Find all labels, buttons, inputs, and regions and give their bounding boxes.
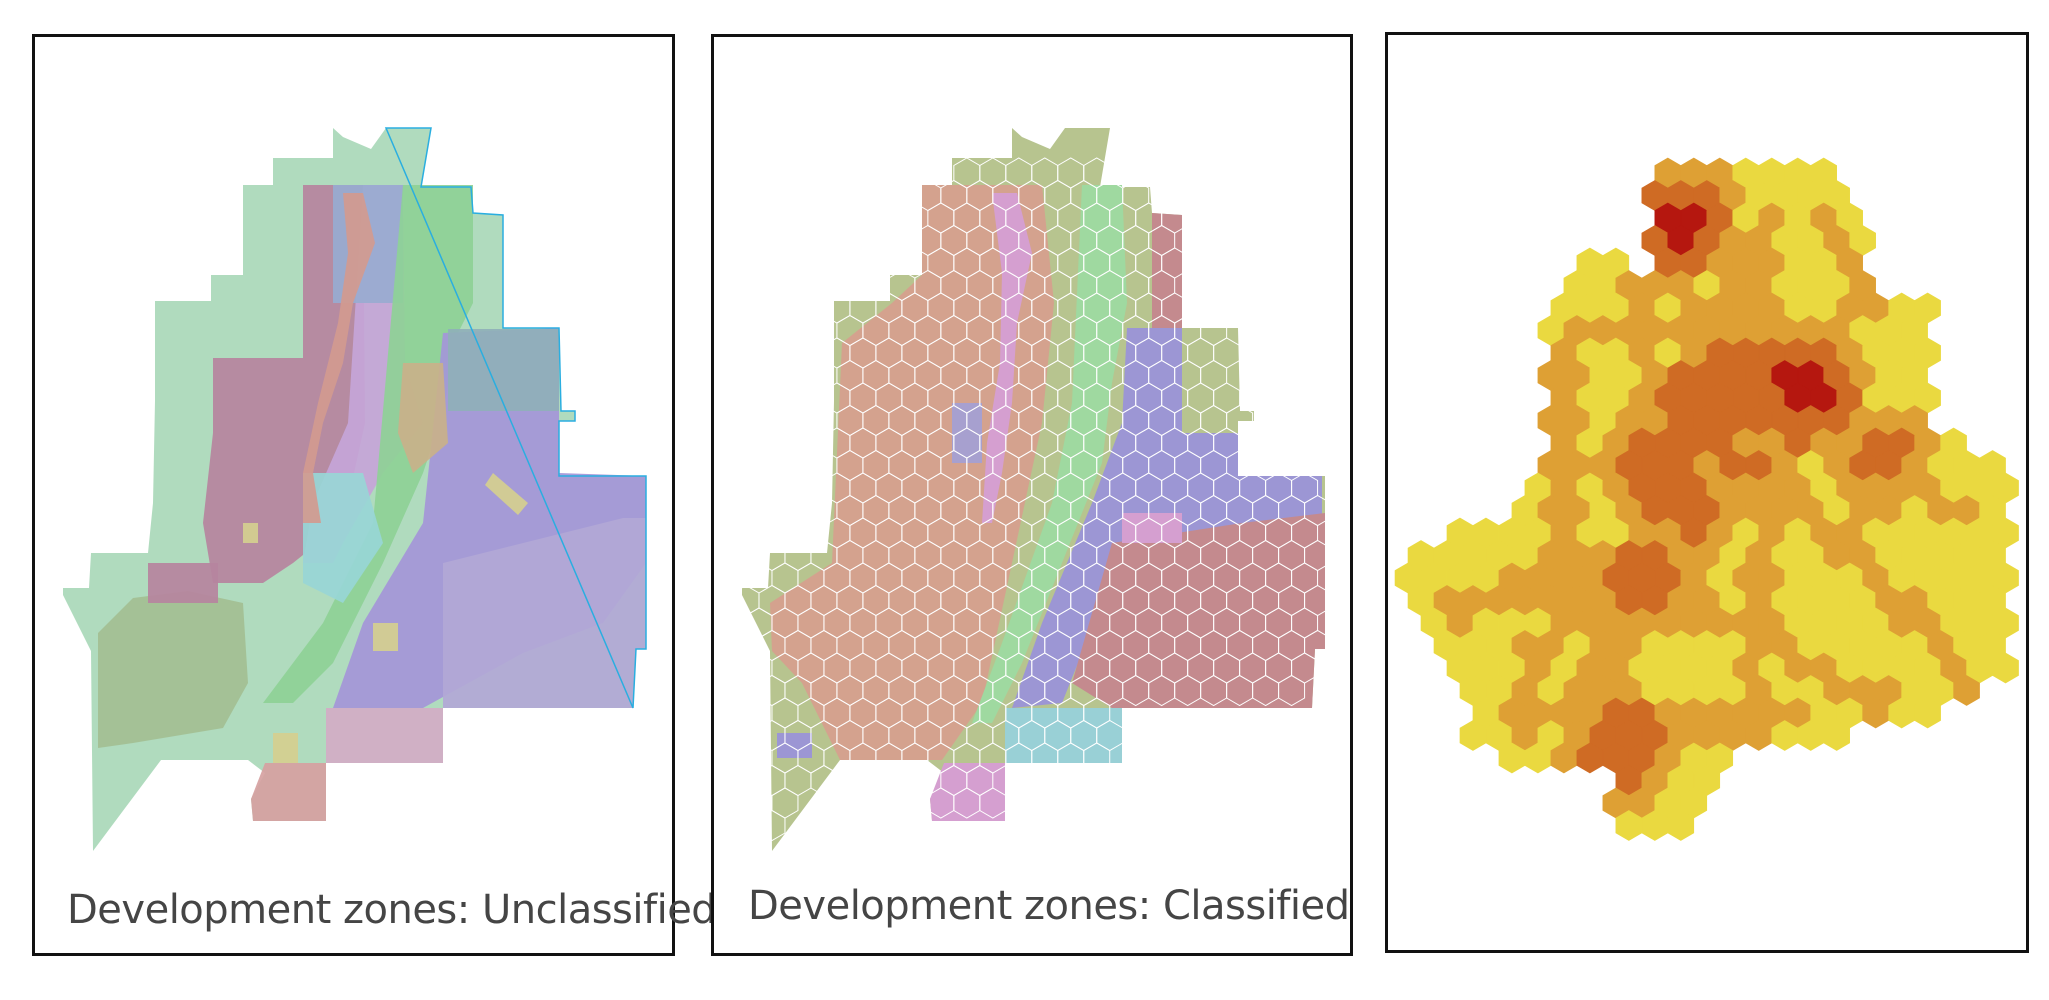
yellow-lot-1: [373, 623, 398, 651]
residential-west: [148, 563, 218, 603]
pink-south: [930, 763, 1005, 821]
pink-zone: [326, 708, 443, 763]
pale-purple-zone: [443, 518, 646, 708]
hex-cell: [1278, 674, 1306, 707]
district-boundary: [384, 127, 647, 709]
purple-west: [777, 733, 812, 758]
tan-residential: [770, 185, 1054, 760]
blue-patch: [952, 403, 982, 463]
map-panel-classified: Development zones: Classified: [711, 34, 1353, 956]
olive-zone: [98, 591, 248, 748]
hex-cell: [1667, 810, 1695, 841]
unclassified-zones-map: [63, 127, 647, 851]
pink-east: [1122, 513, 1182, 543]
hex-cell: [810, 764, 838, 797]
map-caption: Development zones: Classified: [748, 883, 1350, 929]
hex-cell: [1992, 652, 2019, 684]
classified-zones-map: [732, 128, 1332, 851]
hex-cell: [758, 809, 786, 842]
yellow-lot-4: [485, 473, 528, 515]
cyan-zone: [1005, 708, 1122, 763]
yellow-lot-2: [273, 733, 298, 763]
salmon-zone: [251, 763, 326, 821]
green-corridor: [972, 185, 1127, 723]
map-caption: Development zones: Unclassified: [67, 887, 717, 933]
hex-grid: [732, 157, 1332, 842]
hex-cell: [1823, 720, 1850, 751]
slate-zone: [448, 329, 559, 411]
hex-cell: [979, 787, 1007, 819]
green-corridor: [263, 185, 473, 703]
hex-cell: [1914, 697, 1941, 729]
hex-cell: [1083, 742, 1111, 774]
yellow-lot-3: [243, 523, 258, 543]
tan-zone: [398, 363, 448, 473]
hexagon-heatmap: [1394, 157, 2019, 841]
pink-river: [982, 193, 1032, 523]
teal-zone: [303, 473, 383, 603]
rose-north: [1152, 213, 1182, 328]
heatmap-cells: [1394, 157, 2019, 841]
river-strip: [303, 193, 375, 523]
map-panel-unclassified: Development zones: Unclassified: [32, 34, 717, 956]
rose-zone: [1072, 513, 1325, 708]
map-panel-heatmap: [1385, 32, 2029, 953]
hex-cell: [1953, 675, 1980, 706]
